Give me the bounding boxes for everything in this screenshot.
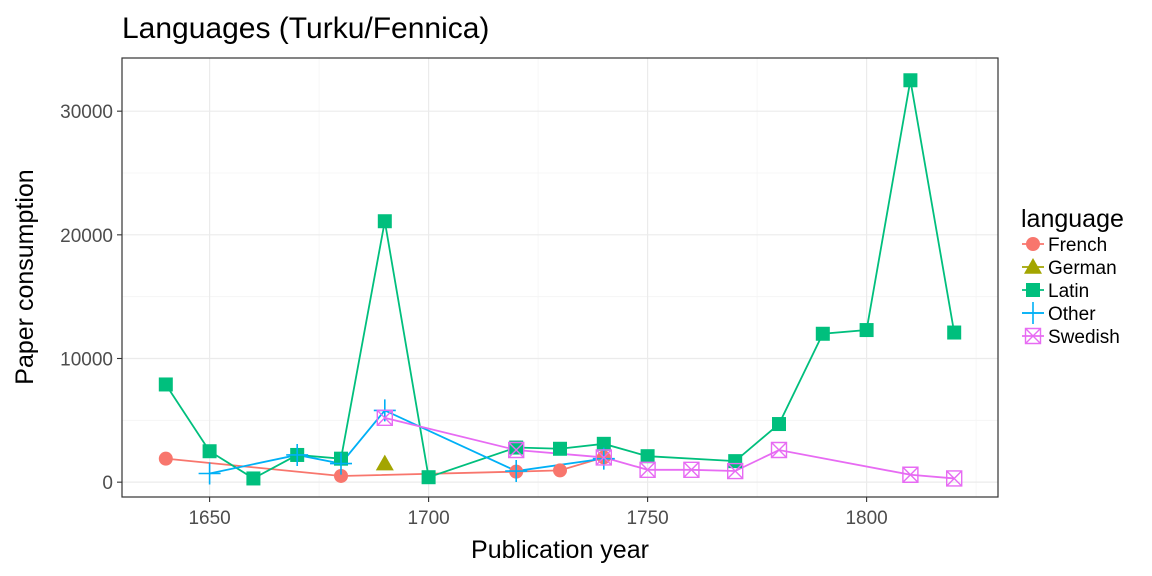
legend-label-other: Other xyxy=(1048,304,1096,325)
x-tick-label: 1750 xyxy=(626,508,668,529)
data-point-other xyxy=(330,452,352,475)
data-point-latin xyxy=(377,214,392,229)
data-point-swedish xyxy=(727,462,744,480)
data-point-swedish xyxy=(639,461,656,478)
data-point-swedish xyxy=(902,466,919,483)
series-line-latin xyxy=(165,80,956,480)
grid xyxy=(122,58,998,497)
data-point-latin xyxy=(947,325,962,340)
x-tick-label: 1700 xyxy=(407,508,449,529)
data-point-german xyxy=(375,454,394,471)
data-point-swedish xyxy=(595,449,612,466)
y-tick-label: 10000 xyxy=(60,349,113,370)
data-point-latin xyxy=(728,454,743,469)
legend-label-german: German xyxy=(1048,258,1117,279)
data-point-latin xyxy=(202,444,217,459)
legend-key-other xyxy=(1022,302,1044,324)
series-line-other xyxy=(209,409,604,475)
data-point-other xyxy=(286,443,309,466)
legend-label-latin: Latin xyxy=(1048,281,1089,302)
legend-title: language xyxy=(1021,205,1124,233)
y-tick-label: 20000 xyxy=(60,226,113,247)
data-point-swedish xyxy=(376,409,393,427)
y-tick-label: 0 xyxy=(102,473,113,494)
data-point-swedish xyxy=(508,441,525,459)
data-point-latin xyxy=(553,441,567,456)
x-axis-title: Publication year xyxy=(471,536,649,564)
data-point-latin xyxy=(421,470,436,485)
data-point-other xyxy=(198,462,221,485)
x-tick-label: 1800 xyxy=(845,508,887,529)
data-point-latin xyxy=(158,377,173,392)
legend-key-german xyxy=(1024,258,1042,274)
data-point-latin xyxy=(246,471,261,486)
data-point-latin xyxy=(859,323,874,338)
data-point-latin xyxy=(815,326,830,341)
legend-key-swedish xyxy=(1024,327,1042,345)
chart-title: Languages (Turku/Fennica) xyxy=(122,12,489,45)
data-point-french xyxy=(334,468,348,483)
plot-panel-border xyxy=(121,57,999,498)
series-line-swedish xyxy=(384,416,955,480)
data-point-latin xyxy=(596,436,611,451)
legend-label-french: French xyxy=(1048,235,1107,256)
legend-key-french xyxy=(1026,237,1040,251)
data-point-swedish xyxy=(683,461,700,478)
y-axis-title: Paper consumption xyxy=(11,169,39,384)
data-point-french xyxy=(553,463,567,478)
data-point-latin xyxy=(772,417,786,432)
x-tick-label: 1650 xyxy=(188,508,230,529)
data-point-latin xyxy=(640,449,655,464)
legend-key-latin xyxy=(1026,283,1040,297)
data-point-latin xyxy=(903,73,918,88)
plot-series xyxy=(158,73,963,487)
data-point-latin xyxy=(509,440,524,455)
y-tick-label: 30000 xyxy=(60,102,113,123)
data-point-swedish xyxy=(946,470,963,487)
data-point-french xyxy=(158,451,173,466)
axes: 1650 1700 1750 1800 0 10000 20000 30000 xyxy=(60,102,888,529)
data-point-swedish xyxy=(770,441,788,459)
data-point-other xyxy=(505,460,528,483)
legend-label-swedish: Swedish xyxy=(1048,327,1120,348)
